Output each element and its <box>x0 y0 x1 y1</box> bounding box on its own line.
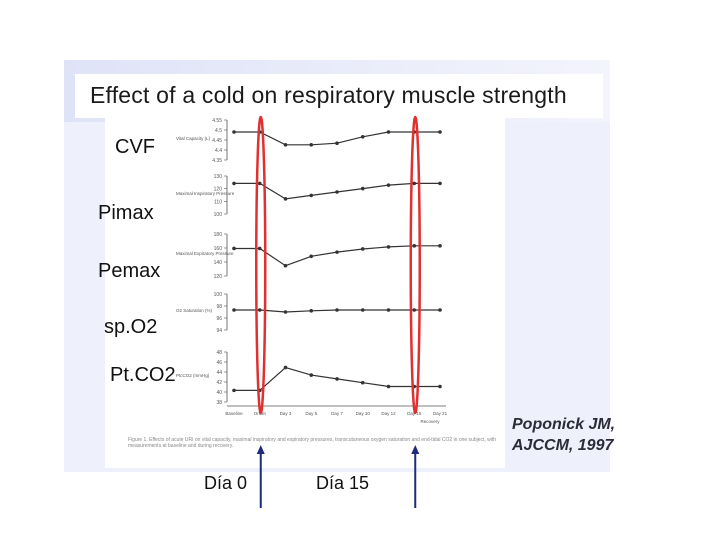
panel-0-data-point <box>232 130 236 134</box>
panel-1-data-point <box>412 181 417 186</box>
panel-4-tick-label: 48 <box>216 350 222 356</box>
reference-author: Poponick JM, <box>512 416 616 433</box>
panel-1-data-point <box>386 183 391 187</box>
panel-1-data-point <box>232 181 236 186</box>
panel-3-tick-label: 98 <box>216 304 222 310</box>
panel-4-tick-label: 40 <box>216 390 222 396</box>
panel-1-tick-label: 130 <box>214 174 223 180</box>
day-0-highlight <box>255 115 267 415</box>
panel-2-tick-label: 160 <box>214 246 223 252</box>
day-0-label: Día 0 <box>204 473 248 493</box>
x-tick-label: Day 7 <box>331 411 343 416</box>
x-tick-label: Baseline <box>225 411 243 416</box>
label-spo2: sp.O2 <box>104 316 158 338</box>
panel-1-data-point <box>257 181 262 186</box>
x-tick-label: Day 21 <box>433 411 448 416</box>
x-tick-label: Day 3 <box>280 411 292 416</box>
x-axis-sublabel: Recovery <box>420 419 440 424</box>
panel-0-data-point <box>283 143 288 147</box>
panel-4-data-point <box>386 384 391 389</box>
panel-1-tick-label: 100 <box>214 212 223 218</box>
panel-3-data-point <box>412 308 417 312</box>
panel-3-tick-label: 96 <box>216 316 222 322</box>
panel-4-data-point <box>309 373 314 377</box>
figure-caption: Figure 1. Effects of acute URI on vital … <box>128 437 497 449</box>
panel-4-tick-label: 38 <box>216 400 222 406</box>
panel-1-tick-label: 120 <box>214 187 223 193</box>
panel-3-data-point <box>232 308 236 312</box>
panel-4-axis-label: PtcCO2 (mmHg) <box>176 373 210 378</box>
panel-0-data-point <box>335 141 339 145</box>
panel-0-data-point <box>386 130 391 134</box>
panel-2-data-point <box>412 244 417 248</box>
panel-1-data-point <box>438 181 442 186</box>
day-15-arrow-head <box>411 445 420 454</box>
day-0-arrow-head <box>256 445 265 454</box>
panel-3-axis-label: O2 Saturation (%) <box>176 308 213 313</box>
panel-0-tick-label: 4.55 <box>212 118 222 124</box>
panel-4-tick-label: 44 <box>216 370 222 376</box>
panel-2-axis-label: Maximal Expiratory Pressure <box>176 251 234 256</box>
panel-0-tick-label: 4.35 <box>212 158 222 164</box>
label-ptco2: Pt.CO2 <box>110 364 176 386</box>
panel-3-data-point <box>438 308 442 312</box>
panel-2-data-point <box>232 246 236 251</box>
x-tick-label: Day 12 <box>381 411 396 416</box>
panel-3-data-point <box>360 308 365 312</box>
panel-0-tick-label: 4.4 <box>215 148 222 154</box>
day-15-highlight <box>409 115 421 415</box>
panel-2-data-point <box>360 247 365 251</box>
panel-4-tick-label: 42 <box>216 380 222 386</box>
panel-0-tick-label: 4.5 <box>215 128 222 134</box>
x-tick-label: Day 10 <box>356 411 371 416</box>
panel-2-data-point <box>386 245 391 249</box>
panel-4-tick-label: 46 <box>216 360 222 366</box>
slide-title: Effect of a cold on respiratory muscle s… <box>90 82 567 108</box>
panel-4-data-point <box>283 365 288 370</box>
panel-2-tick-label: 140 <box>214 260 223 266</box>
panel-2-data-point <box>438 244 442 248</box>
x-tick-label: Day 5 <box>305 411 317 416</box>
panel-3-data-point <box>257 308 262 312</box>
panel-3-data-point <box>283 310 288 314</box>
panel-2-data-point <box>309 254 314 259</box>
panel-0-tick-label: 4.45 <box>212 138 222 144</box>
panel-3-data-point <box>386 308 391 312</box>
panel-3-data-point <box>335 308 339 312</box>
panel-4-data-point <box>360 380 365 385</box>
panel-2-data-point <box>257 246 262 251</box>
panel-0-data-point <box>360 135 365 139</box>
panel-1-data-point <box>335 190 339 194</box>
panel-3-data-point <box>309 309 314 313</box>
panel-0-data-point <box>438 130 442 134</box>
panel-1-data-point <box>360 186 365 191</box>
figure-area <box>105 118 505 468</box>
reference-journal: AJCCM, 1997 <box>512 437 614 454</box>
panel-2-data-point <box>283 263 288 268</box>
label-pimax: Pimax <box>98 202 154 224</box>
panel-4-data-point <box>335 377 339 381</box>
panel-1-data-point <box>309 193 314 198</box>
panel-2-data-point <box>335 250 339 254</box>
panel-1-data-point <box>283 197 288 201</box>
panel-3-tick-label: 94 <box>216 328 222 334</box>
panel-0-axis-label: Vital Capacity (L) <box>176 136 211 141</box>
panel-1-tick-label: 110 <box>214 199 222 205</box>
label-cvf: CVF <box>115 136 155 158</box>
panel-2-tick-label: 180 <box>214 232 223 238</box>
title-box <box>75 74 603 118</box>
panel-4-data-point <box>232 388 236 393</box>
day-15-label: Día 15 <box>316 473 370 493</box>
panel-0-data-point <box>309 143 314 147</box>
panel-3-tick-label: 100 <box>214 292 223 298</box>
label-pemax: Pemax <box>98 260 161 282</box>
panel-4-data-point <box>438 384 442 389</box>
panel-1-axis-label: Maximal Inspiratory Pressure <box>176 191 235 196</box>
panel-2-tick-label: 120 <box>214 274 223 280</box>
